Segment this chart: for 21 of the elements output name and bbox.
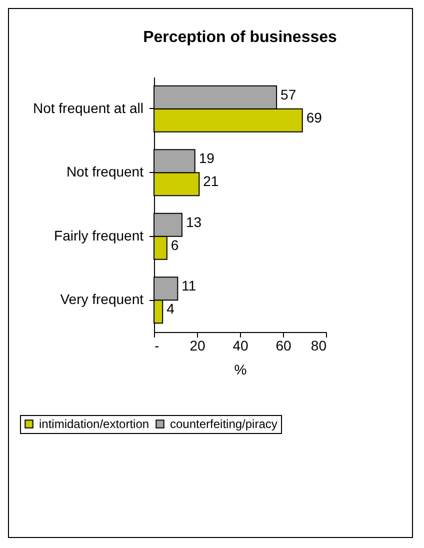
- data-label: 69: [306, 109, 322, 126]
- y-tick-label: Not frequent at all: [32, 100, 144, 116]
- x-axis-title: %: [234, 362, 247, 378]
- y-tick-label: Not frequent: [66, 164, 144, 180]
- chart-title: Perception of businesses: [143, 29, 338, 46]
- data-label: 11: [182, 278, 196, 294]
- data-label: 6: [170, 236, 179, 253]
- data-label: 57: [280, 86, 296, 102]
- y-tick-label: Very frequent: [60, 291, 144, 308]
- x-tick-label: 80: [310, 338, 327, 354]
- y-tick-label: Fairly frequent: [54, 227, 144, 244]
- x-tick-label: 60: [276, 338, 292, 354]
- x-tick-label: -: [154, 338, 160, 354]
- legend-label: counterfeiting/piracy: [170, 417, 278, 431]
- data-label: 21: [203, 173, 219, 190]
- data-label: 19: [198, 150, 215, 166]
- data-label: 13: [186, 214, 202, 230]
- data-label: 4: [166, 300, 175, 317]
- legend-label: intimidation/extortion: [39, 417, 150, 431]
- x-tick-label: 20: [190, 338, 206, 354]
- x-tick-label: 40: [232, 338, 248, 354]
